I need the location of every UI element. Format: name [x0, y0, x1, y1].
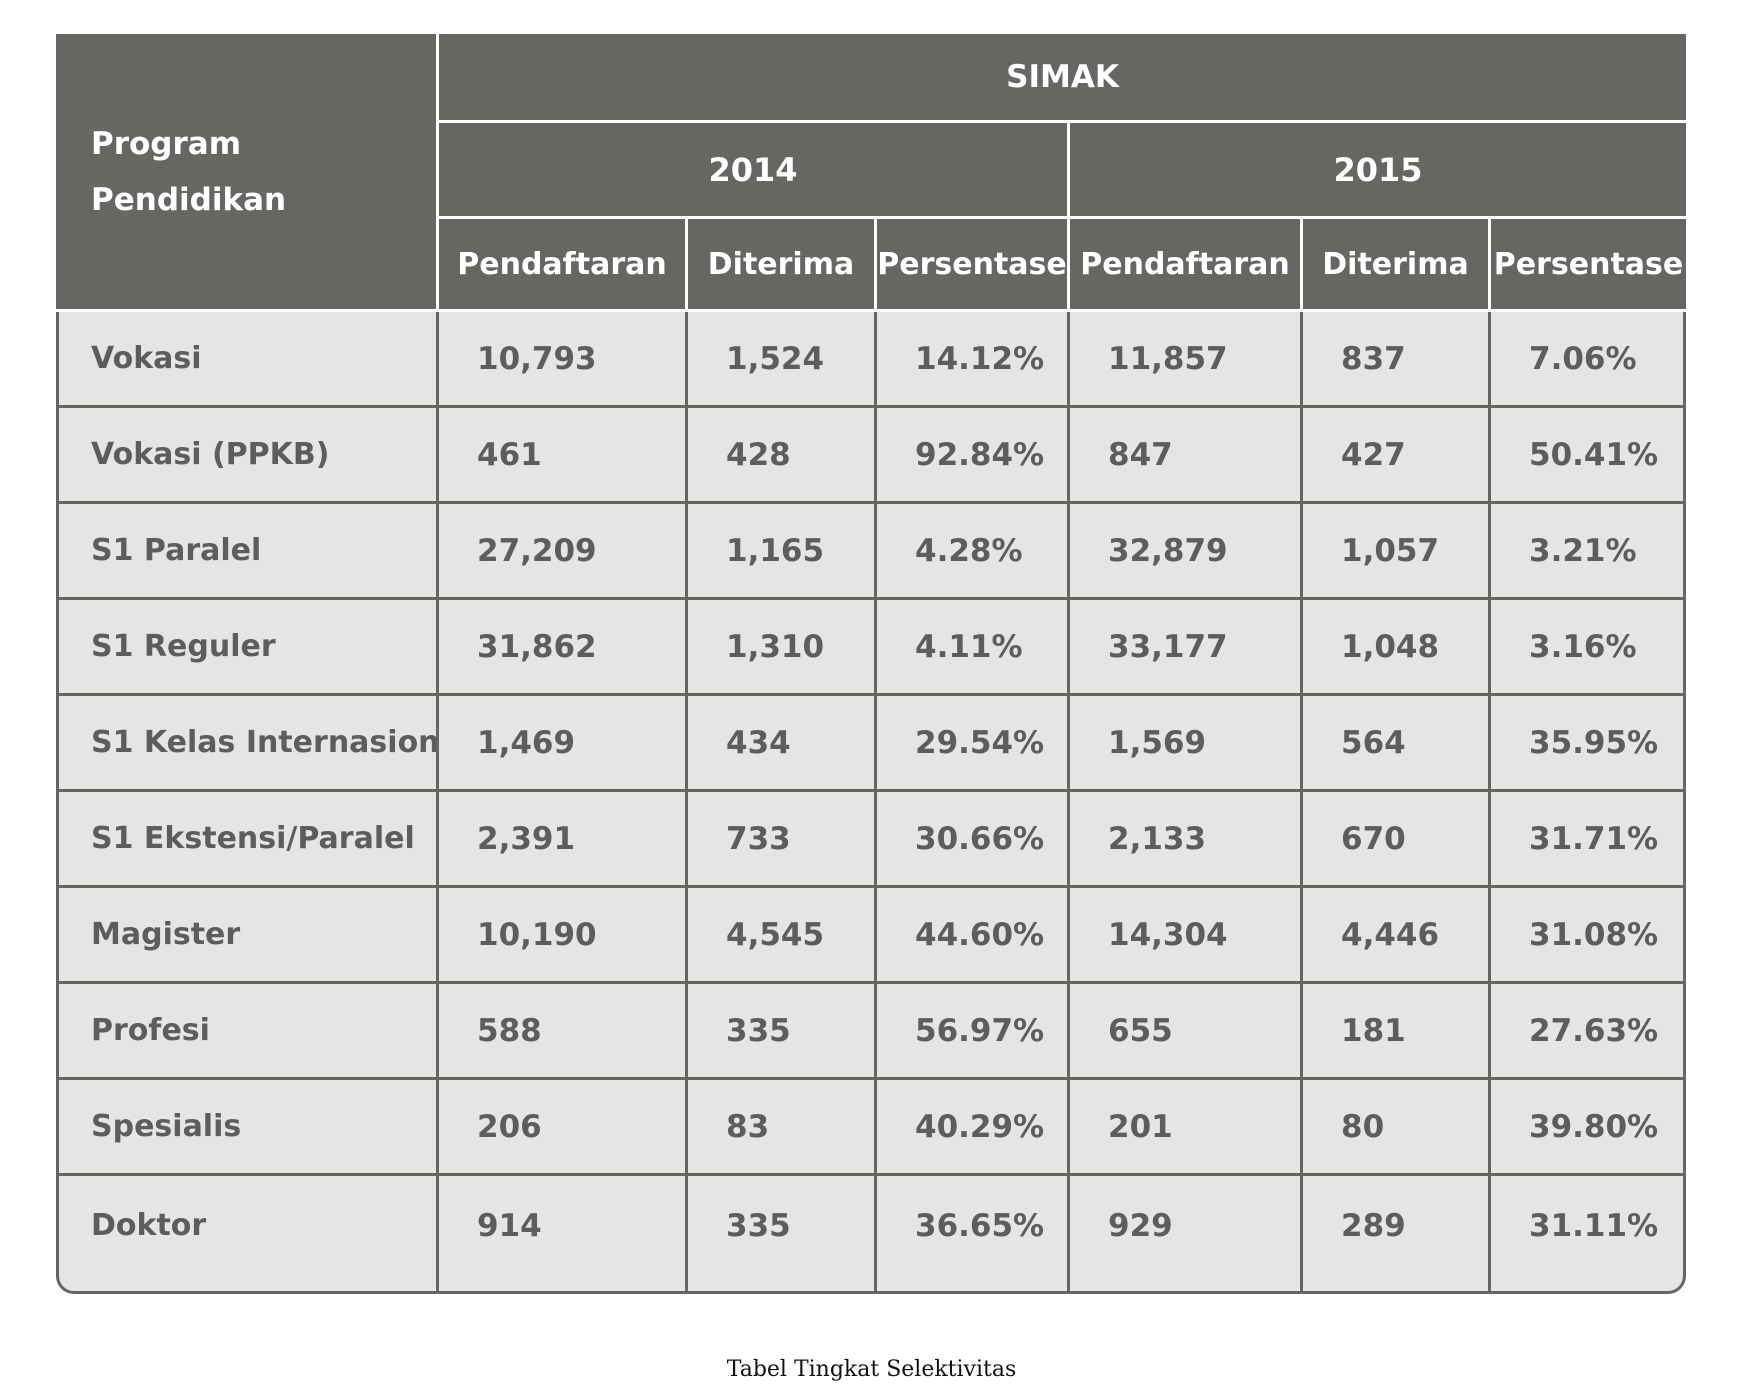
cell-diterima-2015: 80: [1303, 1080, 1491, 1176]
cell-program-name: Spesialis: [56, 1080, 439, 1176]
cell-pendaftaran-2015: 847: [1070, 408, 1303, 504]
cell-diterima-2015: 427: [1303, 408, 1491, 504]
header-year-2014: 2014: [439, 123, 1070, 219]
cell-diterima-2015: 181: [1303, 984, 1491, 1080]
cell-program-name: S1 Kelas Internasional: [56, 696, 439, 792]
cell-program-name: Doktor: [56, 1176, 439, 1294]
selectivity-table-container: Program Pendidikan SIMAK 2014 2015 Penda…: [56, 34, 1687, 1294]
header-simak: SIMAK: [439, 34, 1687, 123]
cell-persentase-2014: 44.60%: [877, 888, 1070, 984]
cell-pendaftaran-2015: 14,304: [1070, 888, 1303, 984]
cell-persentase-2015: 3.21%: [1491, 504, 1687, 600]
selectivity-table: Program Pendidikan SIMAK 2014 2015 Penda…: [56, 34, 1687, 1294]
cell-persentase-2014: 92.84%: [877, 408, 1070, 504]
cell-pendaftaran-2015: 655: [1070, 984, 1303, 1080]
header-program-pendidikan: Program Pendidikan: [56, 34, 439, 312]
header-persentase-2015: Persentase: [1491, 219, 1687, 312]
cell-diterima-2014: 1,524: [688, 312, 877, 408]
cell-persentase-2014: 14.12%: [877, 312, 1070, 408]
cell-persentase-2014: 4.11%: [877, 600, 1070, 696]
cell-pendaftaran-2015: 929: [1070, 1176, 1303, 1294]
cell-pendaftaran-2014: 2,391: [439, 792, 688, 888]
cell-diterima-2014: 1,165: [688, 504, 877, 600]
cell-pendaftaran-2015: 201: [1070, 1080, 1303, 1176]
cell-persentase-2014: 30.66%: [877, 792, 1070, 888]
cell-diterima-2014: 4,545: [688, 888, 877, 984]
table-row: Profesi 588 335 56.97% 655 181 27.63%: [56, 984, 1687, 1080]
cell-pendaftaran-2015: 33,177: [1070, 600, 1303, 696]
cell-diterima-2014: 1,310: [688, 600, 877, 696]
cell-pendaftaran-2015: 11,857: [1070, 312, 1303, 408]
header-diterima-2014: Diterima: [688, 219, 877, 312]
header-diterima-2015: Diterima: [1303, 219, 1491, 312]
cell-diterima-2015: 837: [1303, 312, 1491, 408]
cell-persentase-2015: 50.41%: [1491, 408, 1687, 504]
cell-pendaftaran-2014: 10,793: [439, 312, 688, 408]
header-pendaftaran-2014: Pendaftaran: [439, 219, 688, 312]
cell-persentase-2015: 3.16%: [1491, 600, 1687, 696]
cell-diterima-2015: 670: [1303, 792, 1491, 888]
cell-persentase-2015: 27.63%: [1491, 984, 1687, 1080]
cell-persentase-2014: 40.29%: [877, 1080, 1070, 1176]
cell-pendaftaran-2014: 914: [439, 1176, 688, 1294]
table-body: Vokasi 10,793 1,524 14.12% 11,857 837 7.06% Vok…: [56, 312, 1687, 1294]
cell-pendaftaran-2014: 461: [439, 408, 688, 504]
cell-pendaftaran-2015: 32,879: [1070, 504, 1303, 600]
cell-diterima-2014: 83: [688, 1080, 877, 1176]
table-row: S1 Reguler 31,862 1,310 4.11% 33,177 1,048 3.1…: [56, 600, 1687, 696]
header-year-2015: 2015: [1070, 123, 1687, 219]
cell-program-name: Vokasi (PPKB): [56, 408, 439, 504]
cell-persentase-2015: 39.80%: [1491, 1080, 1687, 1176]
cell-diterima-2015: 1,048: [1303, 600, 1491, 696]
cell-pendaftaran-2014: 588: [439, 984, 688, 1080]
table-row: S1 Paralel 27,209 1,165 4.28% 32,879 1,057 3.2…: [56, 504, 1687, 600]
cell-diterima-2015: 1,057: [1303, 504, 1491, 600]
cell-pendaftaran-2015: 1,569: [1070, 696, 1303, 792]
header-persentase-2014: Persentase: [877, 219, 1070, 312]
cell-diterima-2015: 4,446: [1303, 888, 1491, 984]
cell-pendaftaran-2014: 10,190: [439, 888, 688, 984]
cell-persentase-2014: 56.97%: [877, 984, 1070, 1080]
table-row: Doktor 914 335 36.65% 929 289 31.11%: [56, 1176, 1686, 1294]
cell-pendaftaran-2014: 206: [439, 1080, 688, 1176]
header-pendaftaran-2015: Pendaftaran: [1070, 219, 1303, 312]
cell-diterima-2014: 733: [688, 792, 877, 888]
cell-program-name: Profesi: [56, 984, 439, 1080]
cell-persentase-2014: 29.54%: [877, 696, 1070, 792]
table-row: Magister 10,190 4,545 44.60% 14,304 4,446 31.0…: [56, 888, 1687, 984]
cell-program-name: S1 Ekstensi/Paralel: [56, 792, 439, 888]
cell-diterima-2015: 564: [1303, 696, 1491, 792]
cell-diterima-2014: 434: [688, 696, 877, 792]
table-row: Spesialis 206 83 40.29% 201 80 39.80%: [56, 1080, 1687, 1176]
cell-pendaftaran-2014: 31,862: [439, 600, 688, 696]
table-row: Vokasi (PPKB) 461 428 92.84% 847 427 50.41%: [56, 408, 1687, 504]
table-caption: Tabel Tingkat Selektivitas: [726, 1357, 1017, 1382]
cell-pendaftaran-2014: 1,469: [439, 696, 688, 792]
cell-diterima-2015: 289: [1303, 1176, 1491, 1294]
cell-pendaftaran-2015: 2,133: [1070, 792, 1303, 888]
cell-program-name: Vokasi: [56, 312, 439, 408]
table-row: S1 Kelas Internasional 1,469 434 29.54% 1,56…: [56, 696, 1687, 792]
cell-persentase-2015: 31.08%: [1491, 888, 1687, 984]
table-row: S1 Ekstensi/Paralel 2,391 733 30.66% 2,133 67…: [56, 792, 1687, 888]
cell-persentase-2015: 7.06%: [1491, 312, 1687, 408]
cell-persentase-2015: 31.11%: [1529, 1208, 1659, 1244]
cell-diterima-2014: 335: [688, 984, 877, 1080]
cell-program-name: Magister: [56, 888, 439, 984]
table-row: Vokasi 10,793 1,524 14.12% 11,857 837 7.06%: [56, 312, 1687, 408]
cell-diterima-2014: 428: [688, 408, 877, 504]
cell-persentase-2015: 35.95%: [1491, 696, 1687, 792]
cell-program-name: S1 Paralel: [56, 504, 439, 600]
cell-diterima-2014: 335: [688, 1176, 877, 1294]
cell-persentase-2014: 4.28%: [877, 504, 1070, 600]
cell-persentase-2014: 36.65%: [877, 1176, 1070, 1294]
cell-program-name: S1 Reguler: [56, 600, 439, 696]
cell-pendaftaran-2014: 27,209: [439, 504, 688, 600]
cell-persentase-2015: 31.71%: [1491, 792, 1687, 888]
